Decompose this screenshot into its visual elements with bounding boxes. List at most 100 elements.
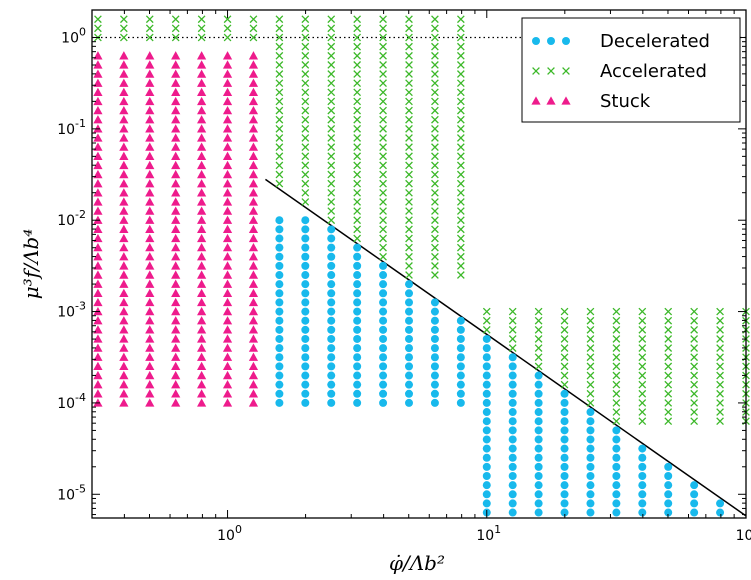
data-point [171, 133, 181, 142]
data-point [379, 216, 387, 225]
legend-marker [561, 96, 571, 105]
data-point [145, 188, 155, 197]
data-point [456, 398, 465, 407]
data-point [93, 270, 103, 279]
data-point [405, 188, 413, 197]
data-point [379, 280, 388, 289]
data-point [145, 160, 155, 170]
data-point [482, 462, 491, 471]
data-point [327, 380, 336, 389]
data-point [353, 252, 362, 261]
data-point [353, 115, 362, 124]
data-point [534, 435, 543, 444]
data-point [379, 289, 388, 298]
legend-marker [562, 67, 570, 75]
data-point [456, 115, 465, 124]
data-point [456, 79, 465, 88]
data-point [534, 453, 543, 462]
data-point [327, 88, 336, 97]
data-point [612, 353, 621, 362]
data-point [405, 79, 413, 88]
data-point [275, 271, 284, 280]
data-point [93, 297, 103, 307]
data-point [690, 481, 699, 490]
y-tick-label: 10-4 [57, 391, 86, 412]
data-point [301, 252, 310, 261]
data-point [222, 124, 233, 133]
data-point [379, 344, 388, 353]
data-point [456, 389, 465, 398]
data-point [327, 24, 336, 33]
data-point [197, 398, 207, 407]
data-point [197, 69, 207, 78]
data-point [197, 233, 207, 243]
data-point [664, 399, 673, 407]
data-point [327, 243, 336, 252]
data-point [638, 481, 647, 490]
data-point [716, 408, 724, 416]
data-point [119, 105, 129, 115]
data-point [456, 179, 465, 188]
data-point [275, 289, 284, 298]
data-point [119, 398, 129, 407]
legend-marker [531, 96, 541, 105]
data-point [275, 143, 284, 151]
data-point [222, 270, 233, 279]
data-point [222, 51, 233, 60]
data-point [431, 143, 439, 151]
y-tick-label: 10-2 [57, 208, 86, 229]
data-point [482, 490, 491, 499]
data-point [430, 316, 439, 325]
x-tick-label: 100 [217, 523, 242, 544]
data-point [223, 24, 232, 33]
data-point [586, 481, 595, 490]
data-point [716, 380, 724, 389]
data-point [171, 316, 181, 325]
data-point [222, 142, 233, 151]
data-point [508, 362, 517, 371]
data-point [430, 362, 439, 371]
data-point [612, 408, 621, 416]
y-tick-label: 100 [61, 26, 86, 47]
data-point [145, 33, 154, 42]
data-point [171, 96, 181, 106]
data-point [171, 306, 181, 316]
data-point [222, 224, 233, 234]
data-point [248, 370, 259, 380]
data-point [301, 97, 310, 106]
data-point [327, 289, 336, 298]
data-point [119, 297, 129, 307]
data-point [222, 279, 233, 288]
data-point [379, 15, 387, 24]
data-point [327, 188, 336, 197]
legend-item-stuck: Stuck [531, 91, 651, 112]
data-point [119, 33, 128, 42]
data-point [431, 216, 439, 225]
data-point [327, 61, 336, 69]
data-point [534, 307, 543, 316]
data-point [456, 33, 465, 42]
data-point [145, 389, 155, 398]
data-point [171, 124, 181, 133]
data-point [353, 280, 362, 289]
data-point [379, 225, 387, 234]
data-point [327, 79, 336, 88]
data-point [586, 344, 595, 352]
data-point [248, 279, 259, 288]
data-point [664, 353, 673, 362]
data-point [275, 124, 284, 133]
data-point [222, 370, 233, 380]
data-point [638, 499, 647, 508]
data-point [534, 490, 543, 499]
data-point [119, 151, 129, 160]
data-point [301, 398, 310, 407]
data-point [171, 325, 181, 334]
data-point [431, 61, 439, 69]
data-point [119, 124, 129, 133]
data-point [430, 371, 439, 380]
data-point [353, 88, 362, 97]
data-point [664, 408, 673, 416]
data-point [405, 289, 414, 298]
data-point [248, 87, 259, 96]
data-point [145, 169, 155, 179]
